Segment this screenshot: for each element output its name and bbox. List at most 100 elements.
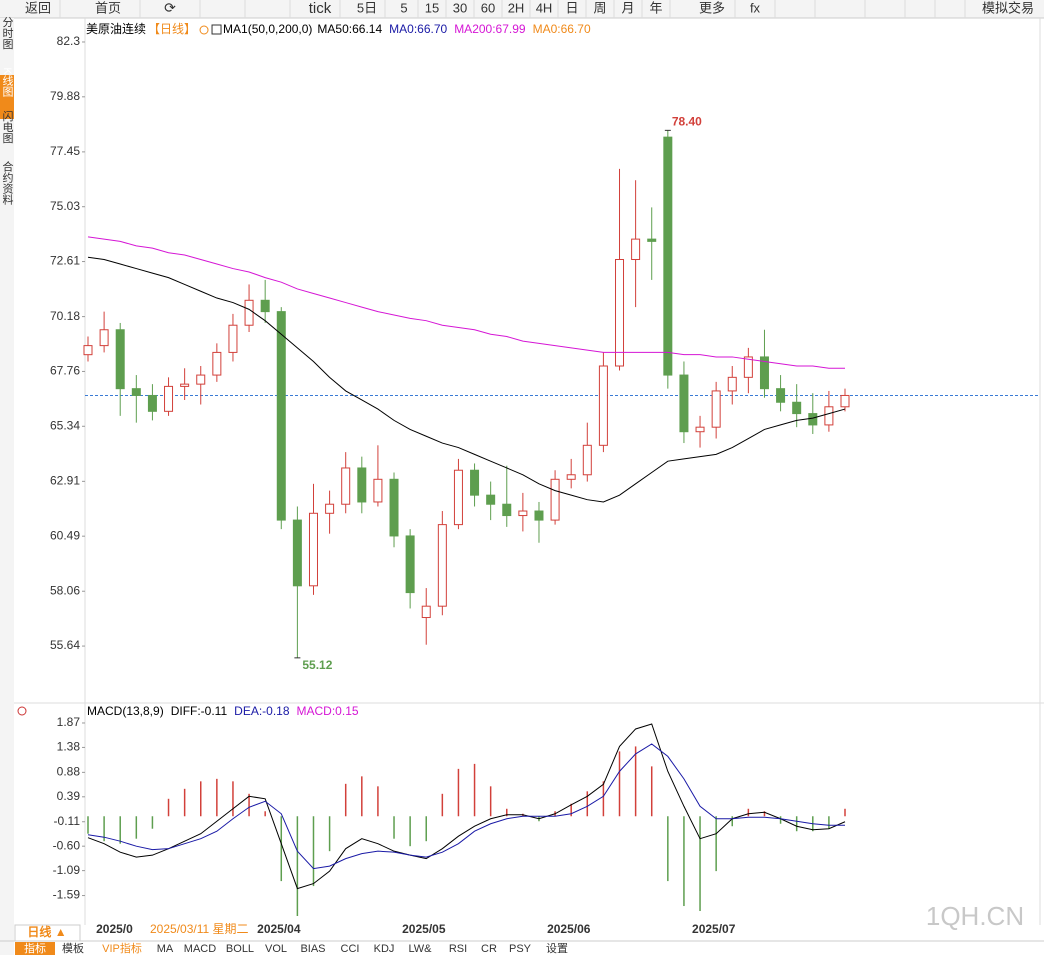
toolbar-button[interactable]: 60: [481, 0, 495, 15]
candle-body: [325, 503, 335, 514]
legend-icon[interactable]: [199, 25, 209, 35]
dea-line: [87, 743, 845, 870]
y-tick-label: 70.18: [50, 309, 80, 323]
indicator-tab[interactable]: BIAS: [300, 943, 325, 955]
indicator-tab[interactable]: RSI: [449, 943, 467, 955]
candle-body: [228, 324, 238, 353]
candle-body: [421, 605, 431, 619]
candle-body: [196, 374, 206, 385]
indicator-tab[interactable]: CR: [481, 943, 497, 955]
sidebar-item[interactable]: K线图: [1, 67, 14, 97]
toolbar-button[interactable]: 5日: [357, 0, 377, 15]
legend-item: MACD:0.15: [297, 704, 359, 718]
candle-body: [486, 494, 496, 505]
legend-item: DEA:-0.18: [234, 704, 290, 718]
indicator-tab[interactable]: CCI: [341, 943, 360, 955]
period-button[interactable]: 日线 ▲: [27, 924, 66, 939]
legend-item: MA0:66.70: [533, 22, 591, 36]
candle-body: [824, 406, 834, 426]
candle-body: [276, 311, 286, 521]
toolbar-button[interactable]: 日: [565, 0, 578, 15]
candle-body: [212, 351, 222, 376]
toolbar-button[interactable]: tick: [309, 0, 332, 17]
legend-item: MA50:66.14: [317, 22, 382, 36]
indicator-tab[interactable]: 设置: [546, 942, 568, 955]
toolbar-button[interactable]: 30: [453, 0, 467, 15]
legend-item: 美原油连续: [86, 21, 146, 36]
y-tick-label: 60.49: [50, 528, 80, 542]
toolbar-button[interactable]: 年: [649, 0, 662, 15]
y-tick-label: 82.3: [57, 34, 81, 48]
candle-body: [631, 238, 641, 261]
indicator-tab[interactable]: 指标: [24, 941, 46, 955]
candle-body: [550, 478, 560, 521]
y-tick-label: -0.11: [54, 814, 81, 828]
candle-body: [180, 383, 190, 387]
candle-body: [244, 299, 254, 326]
diff-line: [87, 723, 846, 890]
indicator-tab[interactable]: PSY: [509, 943, 532, 955]
candle-body: [840, 394, 850, 408]
candle-body: [453, 469, 463, 526]
legend-icon[interactable]: [211, 24, 222, 35]
legend-item: MACD(13,8,9): [87, 704, 164, 718]
y-tick-label: 65.34: [50, 418, 80, 432]
candle-body: [405, 535, 415, 594]
y-tick-label: 62.91: [50, 474, 80, 488]
toolbar-button[interactable]: 15: [425, 0, 439, 15]
toolbar-button[interactable]: fx: [750, 0, 761, 15]
ma-line: [87, 256, 846, 503]
sidebar-item[interactable]: 闪电图: [1, 109, 14, 144]
sidebar-item[interactable]: 合约资料: [1, 160, 14, 206]
candle-body: [743, 356, 753, 378]
toolbar-button[interactable]: 首页: [95, 0, 121, 15]
indicator-tab[interactable]: KDJ: [374, 943, 395, 955]
y-tick-label: 79.88: [50, 89, 80, 103]
candle-body: [759, 356, 769, 390]
legend-item: DIFF:-0.11: [171, 704, 228, 718]
sidebar-item[interactable]: 分时图: [1, 16, 14, 50]
toolbar-button[interactable]: 更多: [699, 0, 725, 15]
refresh-icon[interactable]: ⟳: [164, 0, 176, 16]
active-tab[interactable]: [15, 942, 55, 955]
candle-body: [566, 474, 576, 480]
candle-body: [470, 469, 480, 496]
settings-icon[interactable]: [17, 706, 27, 716]
y-tick-label: 0.39: [57, 789, 81, 803]
toolbar: [0, 0, 1044, 18]
y-tick-label: 1.38: [57, 740, 81, 754]
indicator-tab[interactable]: BOLL: [226, 943, 254, 955]
legend-item: MA200:67.99: [454, 22, 526, 36]
ma-line: [87, 236, 845, 369]
candle-body: [437, 524, 447, 607]
indicator-tab[interactable]: VOL: [265, 943, 287, 955]
x-tick-label: 2025/0: [96, 922, 133, 936]
candle-body: [582, 444, 592, 476]
toolbar-button[interactable]: 5: [400, 0, 407, 15]
toolbar-button[interactable]: 模拟交易: [982, 0, 1034, 15]
high-label: 78.40: [672, 115, 702, 129]
indicator-tab[interactable]: MA: [157, 943, 174, 955]
indicator-tab[interactable]: LW&: [408, 943, 432, 955]
toolbar-button[interactable]: 周: [593, 0, 606, 15]
candle-body: [83, 345, 93, 356]
indicator-tab[interactable]: 模板: [62, 941, 84, 955]
x-tick-label: 2025/04: [257, 922, 301, 936]
indicator-tab[interactable]: VIP指标: [102, 941, 142, 955]
candle-body: [308, 512, 318, 587]
candle-body: [711, 390, 721, 428]
toolbar-button[interactable]: 2H: [508, 0, 525, 15]
candle-body: [727, 376, 737, 392]
y-tick-label: -1.09: [53, 863, 81, 877]
candle-body: [373, 478, 383, 503]
toolbar-button[interactable]: 4H: [536, 0, 553, 15]
toolbar-button[interactable]: 月: [621, 0, 634, 15]
watermark: 1QH.CN: [926, 901, 1024, 931]
indicator-tab[interactable]: MACD: [184, 943, 216, 955]
candle-body: [695, 426, 705, 433]
x-tick-label: 2025/06: [547, 922, 591, 936]
candle-body: [663, 136, 673, 376]
candle-body: [776, 388, 786, 403]
toolbar-button[interactable]: 返回: [25, 0, 51, 15]
